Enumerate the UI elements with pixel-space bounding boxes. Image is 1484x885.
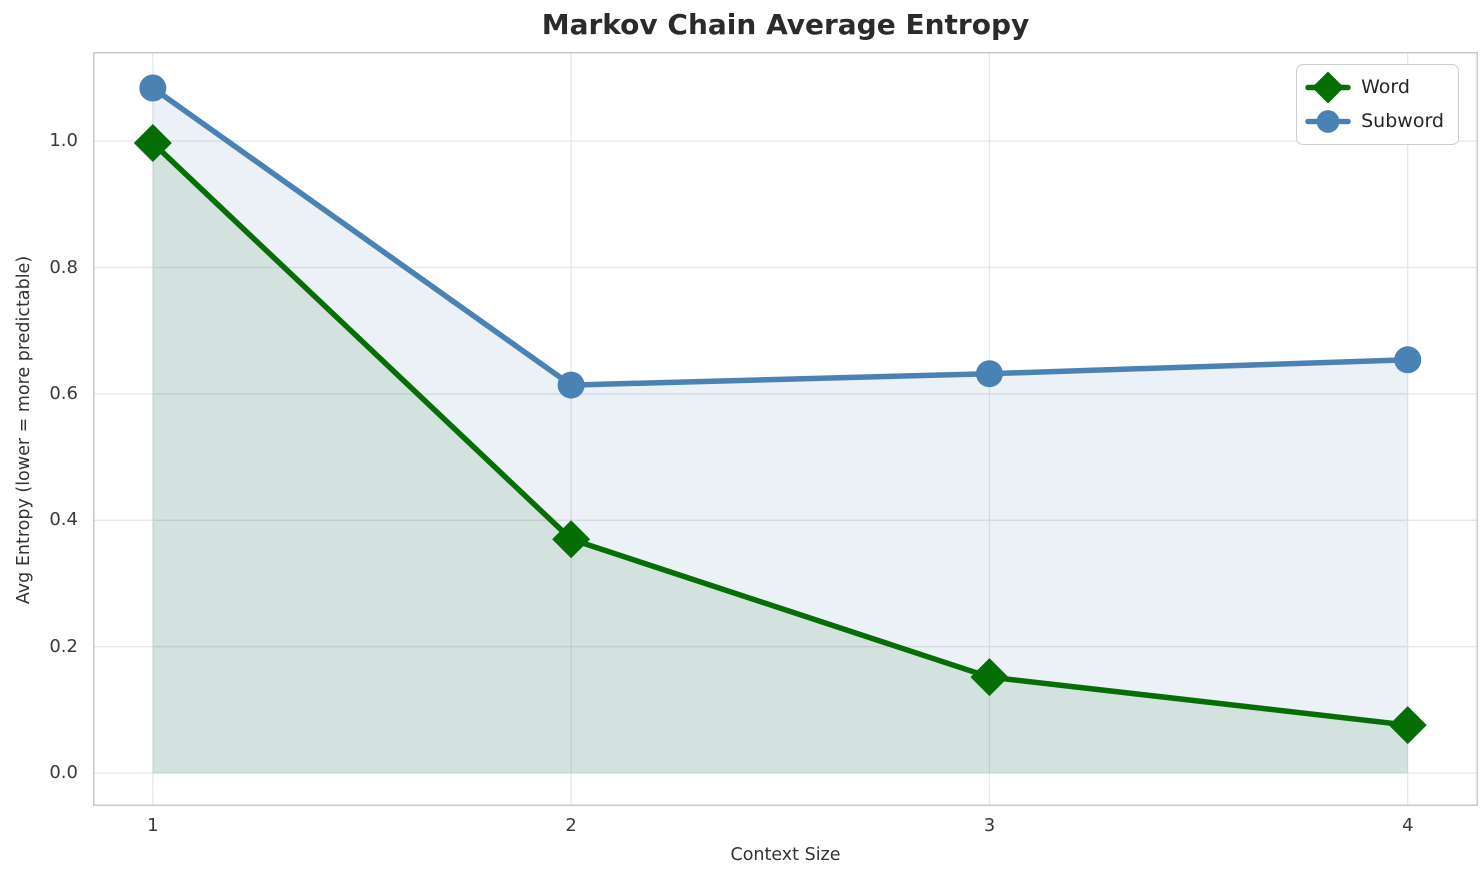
y-tick-label: 0.0 <box>49 762 78 784</box>
legend-label-word: Word <box>1361 76 1410 98</box>
y-tick-label: 1.0 <box>49 130 78 152</box>
x-tick-label: 4 <box>1401 815 1414 836</box>
y-tick-label: 0.4 <box>49 509 78 531</box>
x-tick-label: 3 <box>983 815 996 836</box>
legend-item-word: Word <box>1305 71 1444 104</box>
y-tick-label: 0.6 <box>49 382 78 404</box>
x-axis-label: Context Size <box>730 845 841 865</box>
plot-area <box>93 52 1478 806</box>
y-tick-label: 0.8 <box>49 256 78 278</box>
y-tick-label: 0.2 <box>49 635 78 657</box>
legend-label-subword: Subword <box>1361 110 1444 132</box>
chart-title: Markov Chain Average Entropy <box>541 8 1030 41</box>
subword-line-circle-icon <box>1305 110 1351 133</box>
word-line-diamond-icon <box>1305 71 1351 104</box>
x-tick-label: 2 <box>565 815 577 836</box>
legend: Word Subword <box>1296 64 1459 145</box>
y-axis-label: Avg Entropy (lower = more predictable) <box>14 255 34 605</box>
x-tick-label: 1 <box>147 815 159 836</box>
legend-item-subword: Subword <box>1305 105 1444 138</box>
